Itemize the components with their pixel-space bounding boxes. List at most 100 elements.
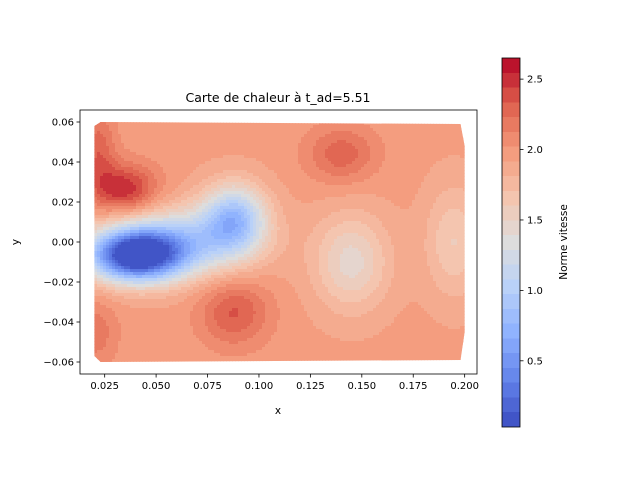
heat-cell (454, 125, 458, 129)
heat-cell (190, 152, 194, 156)
heat-cell (163, 155, 167, 159)
heat-cell (367, 140, 371, 144)
heat-cell (301, 212, 305, 216)
heat-cell (256, 131, 260, 135)
heat-cell (337, 224, 341, 228)
heat-cell (145, 230, 149, 234)
heat-cell (172, 209, 176, 213)
heat-cell (259, 149, 263, 153)
heat-cell (337, 152, 341, 156)
heat-cell (295, 200, 299, 204)
heat-cell (283, 152, 287, 156)
heat-cell (268, 194, 272, 198)
heat-cell (259, 227, 263, 231)
heat-cell (202, 230, 206, 234)
heat-cell (133, 143, 137, 147)
heat-cell (112, 122, 116, 126)
heat-cell (193, 203, 197, 207)
heat-cell (277, 152, 281, 156)
heat-cell (355, 173, 359, 177)
heat-cell (109, 215, 113, 219)
heat-cell (259, 155, 263, 159)
heat-cell (100, 167, 104, 171)
heat-cell (274, 146, 278, 150)
heat-cell (115, 194, 119, 198)
heat-cell (406, 197, 410, 201)
heat-cell (439, 236, 443, 240)
heat-cell (415, 161, 419, 165)
heat-cell (163, 122, 167, 126)
heat-cell (190, 164, 194, 168)
heat-cell (421, 197, 425, 201)
heat-cell (181, 218, 185, 222)
heat-cell (295, 227, 299, 231)
heat-cell (316, 146, 320, 150)
heat-cell (418, 128, 422, 132)
heat-cell (439, 218, 443, 222)
heat-cell (145, 239, 149, 243)
heat-cell (211, 233, 215, 237)
heat-cell (199, 146, 203, 150)
heat-cell (226, 206, 230, 210)
heat-cell (397, 122, 401, 126)
heat-cell (160, 170, 164, 174)
heat-cell (217, 221, 221, 225)
heat-cell (436, 137, 440, 141)
heat-cell (202, 170, 206, 174)
heat-cell (280, 134, 284, 138)
heat-cell (415, 194, 419, 198)
heat-cell (277, 227, 281, 231)
heat-cell (271, 164, 275, 168)
heat-cell (178, 149, 182, 153)
heat-cell (289, 173, 293, 177)
heat-cell (331, 125, 335, 129)
heat-cell (301, 134, 305, 138)
heat-cell (358, 209, 362, 213)
heat-cell (259, 176, 263, 180)
heat-cell (283, 194, 287, 198)
heat-cell (364, 197, 368, 201)
heat-cell (196, 239, 200, 243)
heat-cell (433, 134, 437, 138)
heat-cell (241, 140, 245, 144)
heat-cell (211, 221, 215, 225)
heat-cell (190, 134, 194, 138)
heat-cell (385, 140, 389, 144)
heat-cell (172, 167, 176, 171)
heat-cell (238, 140, 242, 144)
heat-cell (415, 155, 419, 159)
heat-cell (253, 233, 257, 237)
heat-cell (241, 122, 245, 126)
heat-cell (154, 224, 158, 228)
heat-cell (202, 188, 206, 192)
heat-cell (175, 236, 179, 240)
heat-cell (361, 155, 365, 159)
heat-cell (301, 221, 305, 225)
heat-cell (166, 212, 170, 216)
heat-cell (253, 197, 257, 201)
heat-cell (337, 206, 341, 210)
heat-cell (355, 206, 359, 210)
heat-cell (457, 155, 461, 159)
heat-cell (403, 140, 407, 144)
heat-cell (457, 173, 461, 177)
heat-cell (145, 233, 149, 237)
heat-cell (391, 155, 395, 159)
heat-cell (124, 164, 128, 168)
heat-cell (415, 176, 419, 180)
heat-cell (169, 140, 173, 144)
heat-cell (124, 209, 128, 213)
heat-cell (421, 161, 425, 165)
heat-cell (367, 143, 371, 147)
heat-cell (412, 209, 416, 213)
heat-cell (238, 209, 242, 213)
heat-cell (145, 134, 149, 138)
heat-cell (367, 137, 371, 141)
heat-cell (235, 212, 239, 216)
heat-cell (340, 134, 344, 138)
heat-cell (367, 182, 371, 186)
heat-cell (259, 197, 263, 201)
heat-cell (205, 221, 209, 225)
heat-cell (352, 167, 356, 171)
heat-cell (235, 227, 239, 231)
